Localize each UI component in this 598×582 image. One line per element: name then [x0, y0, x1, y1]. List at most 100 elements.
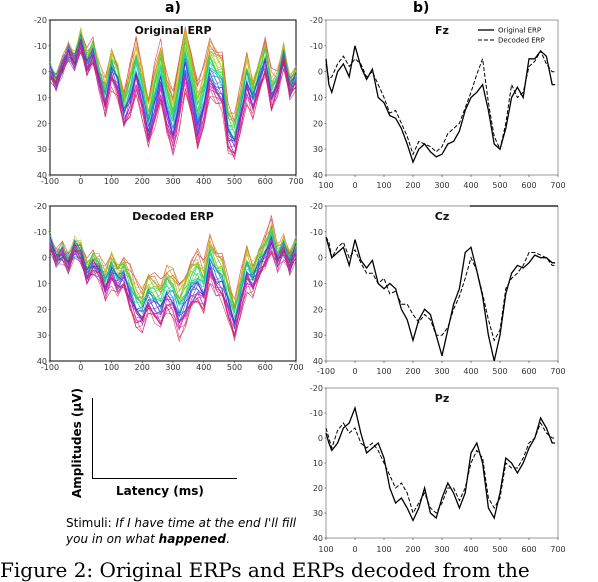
y-tick-label: 20 [37, 119, 47, 128]
channel-line [49, 43, 297, 156]
y-tick-label: 10 [313, 94, 323, 103]
pz-chart: -20 -10 0 10 20 30 40 100 0 100 200 300 400 500 600 700… [310, 384, 566, 554]
y-tick-label: 0 [318, 434, 323, 443]
x-tick-label: 300 [165, 177, 180, 186]
x-tick-label: 100 [376, 367, 391, 376]
y-tick-label: 20 [313, 305, 323, 314]
y-tick-label: -10 [310, 409, 323, 418]
x-tick-label: 700 [550, 367, 565, 376]
y-tick-label: 0 [318, 68, 323, 77]
x-tick-label: -100 [41, 177, 59, 186]
x-tick-label: 400 [463, 181, 478, 190]
x-tick-label: 700 [550, 181, 565, 190]
x-tick-label: 200 [405, 181, 420, 190]
axes-demo-box [92, 398, 237, 479]
plot-frame [325, 205, 559, 362]
x-tick-label: 700 [550, 545, 565, 554]
x-tick-label: 200 [135, 363, 150, 372]
y-tick-label: -20 [34, 202, 47, 211]
decoded-erp-line [325, 421, 556, 515]
y-tick-label: 10 [37, 280, 47, 289]
channel-line [49, 42, 297, 148]
y-tick-label: 10 [313, 280, 323, 289]
y-tick-label: 40 [37, 357, 47, 366]
y-tick-label: 20 [313, 119, 323, 128]
y-tick-label: -10 [34, 228, 47, 237]
x-tick-label: 600 [258, 177, 273, 186]
x-tick-label: 100 [104, 177, 119, 186]
x-tick-label: -100 [41, 363, 59, 372]
y-tick-label: 30 [37, 145, 47, 154]
x-tick-label: 400 [463, 367, 478, 376]
y-tick-label: 40 [313, 534, 323, 543]
y-tick-label: -20 [310, 384, 323, 393]
y-tick-label: 40 [313, 171, 323, 180]
stimuli-suffix: . [225, 532, 230, 546]
x-tick-label: 300 [165, 363, 180, 372]
channel-line [49, 239, 297, 341]
x-tick-label: 200 [405, 545, 420, 554]
y-tick-label: -20 [34, 16, 47, 25]
axes-demo-xlabel: Latency (ms) [116, 484, 204, 498]
decoded-erp-line [325, 236, 556, 342]
plot-title: Cz [435, 210, 449, 223]
y-tick-label: 0 [42, 254, 47, 263]
y-tick-label: 10 [37, 94, 47, 103]
y-tick-label: 0 [318, 254, 323, 263]
x-tick-label: 100 [376, 545, 391, 554]
y-tick-label: -20 [310, 16, 323, 25]
x-tick-label: 700 [288, 177, 303, 186]
y-tick-label: 40 [313, 357, 323, 366]
legend-decoded-label: Decoded ERP [498, 37, 545, 45]
x-tick-label: 300 [434, 545, 449, 554]
plot-title: Original ERP [134, 24, 211, 37]
panel-label-a: a) [165, 0, 181, 16]
x-tick-label: 0 [352, 545, 357, 554]
x-tick-label: 0 [78, 363, 83, 372]
x-tick-label: 0 [352, 367, 357, 376]
channel-line [49, 244, 297, 339]
x-tick-label: 0 [78, 177, 83, 186]
channel-line [49, 40, 297, 126]
x-tick-label: 500 [492, 181, 507, 190]
x-tick-label: 500 [492, 545, 507, 554]
channel-line [49, 238, 297, 337]
channel-line [49, 242, 297, 343]
x-tick-label: 400 [196, 177, 211, 186]
legend-original-label: Original ERP [498, 27, 541, 35]
x-tick-label: 300 [434, 181, 449, 190]
y-tick-label: 20 [313, 484, 323, 493]
y-tick-label: -10 [310, 42, 323, 51]
x-tick-label: 600 [521, 181, 536, 190]
stimuli-prefix: Stimuli: [66, 516, 116, 530]
y-tick-label: 20 [37, 305, 47, 314]
channel-line [49, 43, 297, 161]
channel-line [49, 242, 297, 329]
original-erp-line [325, 236, 556, 362]
x-tick-label: 100 [376, 181, 391, 190]
channel-line [49, 42, 297, 154]
x-tick-label: 200 [405, 367, 420, 376]
y-tick-label: -20 [310, 202, 323, 211]
x-tick-label: 600 [521, 545, 536, 554]
x-tick-label: -100 [317, 367, 335, 376]
plot-title: Pz [435, 392, 449, 405]
stimuli-bold-word: happened [158, 532, 226, 546]
y-tick-label: 30 [313, 509, 323, 518]
x-tick-label: 700 [288, 363, 303, 372]
y-tick-label: -10 [34, 42, 47, 51]
panel-label-b: b) [413, 0, 430, 16]
plot-title: Decoded ERP [132, 210, 214, 223]
axes-demo-ylabel: Amplitudes (µV) [70, 387, 84, 498]
figure-caption: Figure 2: Original ERPs and ERPs decoded… [0, 558, 530, 582]
y-tick-label: 40 [37, 171, 47, 180]
original-erp-line [325, 45, 556, 164]
original-erp-line [325, 405, 556, 523]
plot-title: Fz [435, 24, 449, 37]
y-tick-label: 30 [37, 331, 47, 340]
x-tick-label: 500 [492, 367, 507, 376]
x-tick-label: 0 [352, 181, 357, 190]
